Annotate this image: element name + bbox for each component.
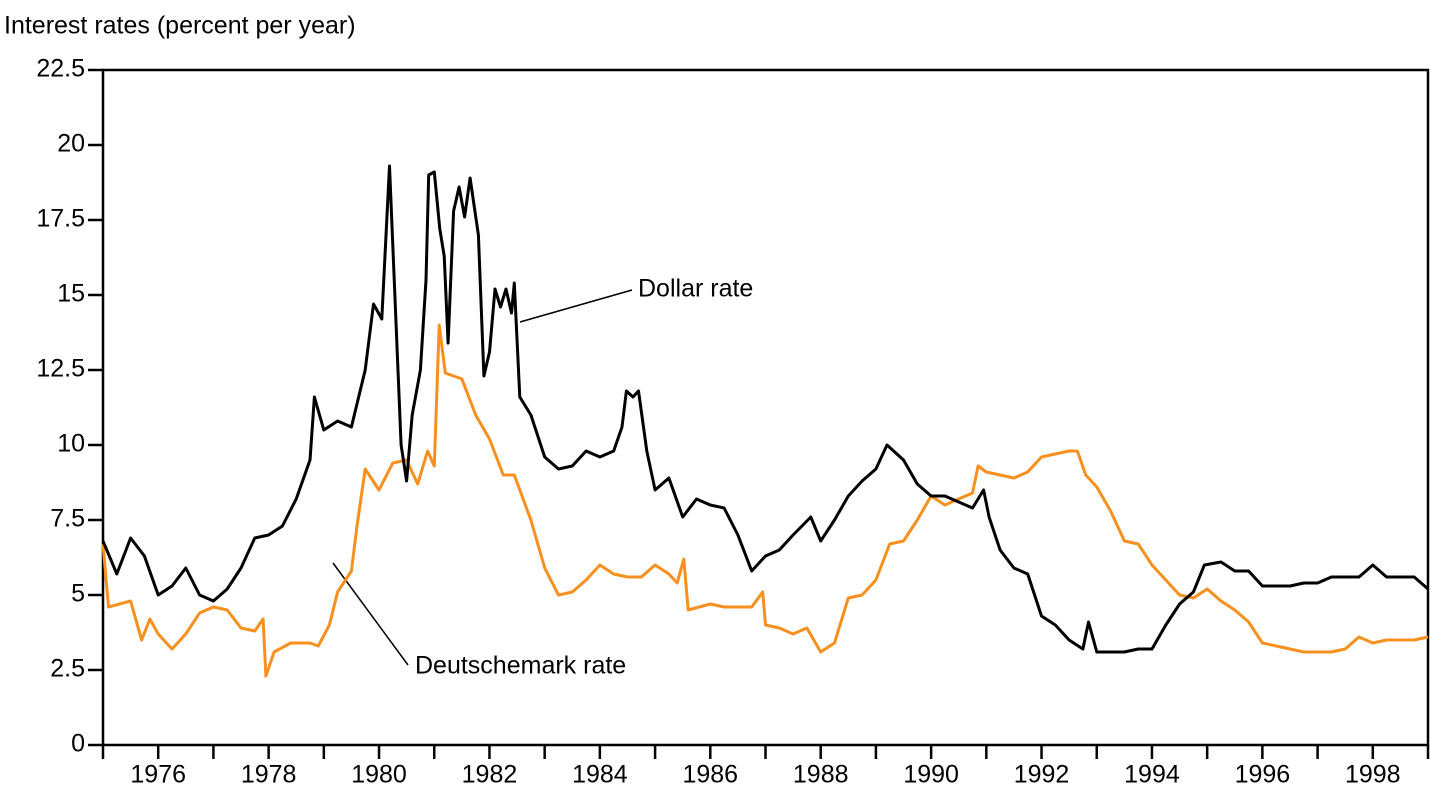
y-tick-label: 20: [57, 130, 85, 158]
y-tick-label: 7.5: [50, 505, 85, 533]
x-tick-label: 1994: [1124, 761, 1180, 789]
y-tick-label: 12.5: [36, 355, 85, 383]
annotation: Deutschemark rate: [415, 652, 626, 680]
x-tick-label: 1998: [1345, 761, 1401, 789]
y-tick-label: 17.5: [36, 205, 85, 233]
y-tick-label: 0: [71, 730, 85, 758]
x-tick-label: 1978: [241, 761, 297, 789]
y-tick-label: 15: [57, 280, 85, 308]
x-tick-label: 1988: [793, 761, 849, 789]
x-tick-label: 1992: [1014, 761, 1070, 789]
y-axis-label: Interest rates (percent per year): [4, 12, 356, 40]
x-tick-label: 1984: [572, 761, 628, 789]
x-tick-label: 1980: [351, 761, 407, 789]
y-tick-label: 10: [57, 430, 85, 458]
y-tick-label: 5: [71, 580, 85, 608]
leader-line: [332, 562, 409, 666]
x-tick-label: 1990: [903, 761, 959, 789]
annotation: Dollar rate: [638, 275, 753, 303]
x-tick-label: 1986: [682, 761, 738, 789]
x-tick-label: 1976: [130, 761, 186, 789]
x-tick-label: 1996: [1235, 761, 1291, 789]
line-series: [101, 164, 1429, 654]
line-series: [101, 323, 1429, 678]
y-tick-label: 2.5: [50, 655, 85, 683]
leader-line: [519, 289, 633, 323]
x-tick-label: 1982: [462, 761, 518, 789]
y-tick-label: 22.5: [36, 55, 85, 83]
